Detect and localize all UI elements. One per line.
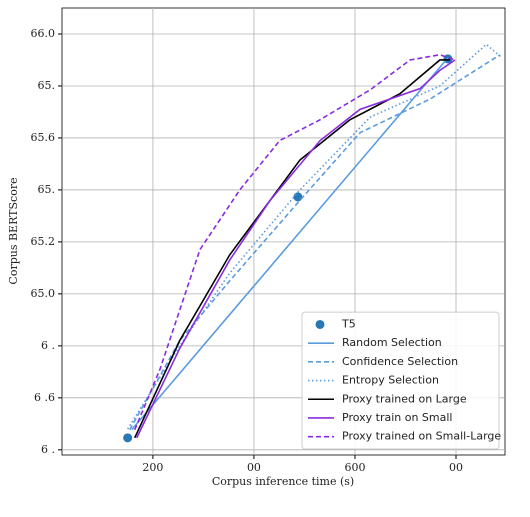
y-tick-label: 65.2 bbox=[31, 235, 56, 248]
line bbox=[136, 59, 456, 439]
legend-label: Proxy trained on Large bbox=[342, 392, 467, 405]
x-tick-label: 600 bbox=[344, 461, 365, 474]
y-tick-label: 65.6 bbox=[31, 131, 56, 144]
x-axis-label: Corpus inference time (s) bbox=[212, 475, 354, 488]
y-tick-label: 65. bbox=[38, 183, 56, 196]
legend-label: T5 bbox=[341, 317, 356, 330]
y-tick-label: 6 . bbox=[41, 443, 55, 456]
legend-box bbox=[301, 311, 500, 450]
legend-label: Random Selection bbox=[342, 336, 442, 349]
line bbox=[131, 57, 449, 431]
y-tick-label: 65. bbox=[38, 79, 56, 92]
line bbox=[134, 59, 450, 439]
legend-swatch bbox=[315, 319, 325, 329]
legend-label: Confidence Selection bbox=[342, 355, 458, 368]
y-tick-label: 65.0 bbox=[31, 287, 56, 300]
line bbox=[134, 53, 456, 431]
y-tick-label: 6 .6 bbox=[34, 391, 55, 404]
legend-label: Proxy trained on Small-Large bbox=[342, 430, 501, 443]
x-tick-label: 00 bbox=[247, 461, 261, 474]
y-tick-label: 66.0 bbox=[31, 27, 56, 40]
x-tick-label: 200 bbox=[142, 461, 163, 474]
scatter-point bbox=[123, 433, 133, 443]
scatter-point bbox=[293, 192, 303, 202]
legend-label: Proxy train on Small bbox=[342, 411, 452, 424]
y-tick-label: 6 . bbox=[41, 339, 55, 352]
y-axis-label: Corpus BERTScore bbox=[7, 177, 20, 284]
x-tick-label: 00 bbox=[449, 461, 463, 474]
legend-label: Entropy Selection bbox=[342, 374, 439, 387]
plot-frame bbox=[61, 7, 506, 456]
